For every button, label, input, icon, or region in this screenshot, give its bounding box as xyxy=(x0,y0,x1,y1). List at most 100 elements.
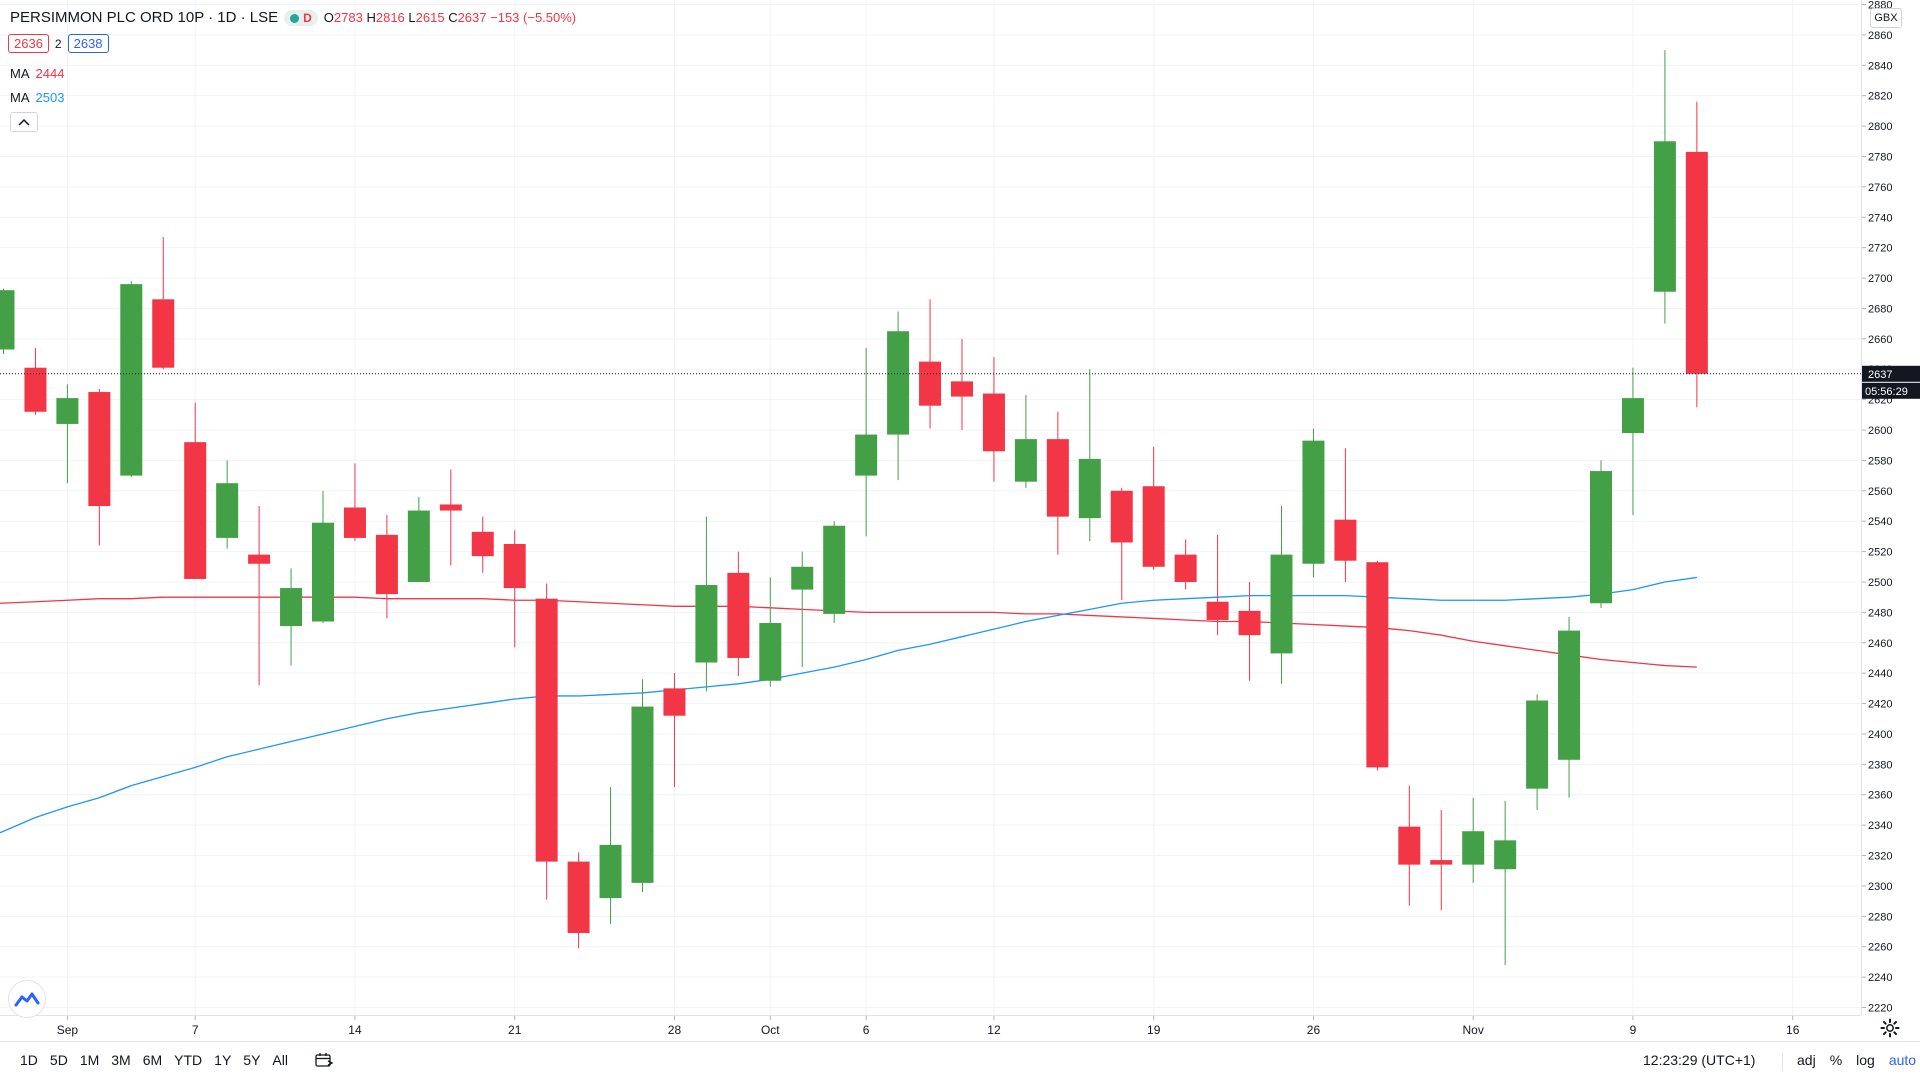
tradingview-logo-icon[interactable] xyxy=(8,980,46,1018)
candle xyxy=(504,530,526,647)
candle xyxy=(1047,412,1069,555)
change-value: −153 (−5.50%) xyxy=(490,10,576,25)
candle-body xyxy=(1526,701,1548,789)
gear-icon[interactable] xyxy=(1880,1018,1900,1038)
last-price-label: 2637 xyxy=(1868,369,1892,381)
candle-body xyxy=(472,532,494,556)
price-tick-label: 2860 xyxy=(1868,30,1892,42)
price-tick-label: 2680 xyxy=(1868,303,1892,315)
price-axis[interactable]: 2220224022602280230023202340236023802400… xyxy=(1862,0,1920,1015)
range-button-3m[interactable]: 3M xyxy=(105,1052,136,1068)
spread-value: 2 xyxy=(55,37,62,51)
candle-body xyxy=(1366,562,1388,767)
range-button-5y[interactable]: 5Y xyxy=(237,1052,266,1068)
moving-average-line-1 xyxy=(0,597,1697,667)
candle-body xyxy=(120,284,142,475)
range-button-5d[interactable]: 5D xyxy=(44,1052,74,1068)
candle-body xyxy=(1079,459,1101,518)
time-tick-label: 26 xyxy=(1307,1023,1321,1037)
price-tick-label: 2840 xyxy=(1868,60,1892,72)
range-button-6m[interactable]: 6M xyxy=(137,1052,168,1068)
indicator-value: 2503 xyxy=(36,90,65,105)
price-tick-label: 2360 xyxy=(1868,790,1892,802)
adjust-toggle[interactable]: adj xyxy=(1797,1052,1816,1071)
ask-price[interactable]: 2638 xyxy=(68,34,109,53)
clock-timezone[interactable]: 12:23:29 (UTC+1) xyxy=(1643,1052,1755,1068)
price-tick-label: 2820 xyxy=(1868,91,1892,103)
candle xyxy=(1622,368,1644,515)
candle-body xyxy=(951,381,973,396)
candle-body xyxy=(0,290,15,349)
candle xyxy=(408,497,430,582)
candle-body xyxy=(887,331,909,434)
price-tick-label: 2700 xyxy=(1868,273,1892,285)
open-label: O xyxy=(324,10,334,25)
collapse-legend-button[interactable] xyxy=(10,112,38,132)
market-status-badge[interactable]: D xyxy=(284,10,318,26)
time-tick-label: 12 xyxy=(987,1023,1001,1037)
time-tick-label: 9 xyxy=(1630,1023,1637,1037)
candle-body xyxy=(1686,152,1708,374)
price-tick-label: 2220 xyxy=(1868,1003,1892,1015)
auto-scale-toggle[interactable]: auto xyxy=(1889,1052,1916,1071)
candle-body xyxy=(823,526,845,614)
bid-ask-quote: 2636 2 2638 xyxy=(8,34,109,53)
candle-body xyxy=(536,599,558,862)
candle-body xyxy=(88,392,110,506)
candle-body xyxy=(1239,611,1261,635)
candle-body xyxy=(983,394,1005,452)
candle-body xyxy=(632,707,654,883)
logo-wave-icon xyxy=(14,989,40,1009)
candle-body xyxy=(1558,631,1580,760)
time-tick-label: 28 xyxy=(668,1023,682,1037)
bid-price[interactable]: 2636 xyxy=(8,34,49,53)
candle xyxy=(1207,535,1229,635)
range-button-1d[interactable]: 1D xyxy=(14,1052,44,1068)
range-button-all[interactable]: All xyxy=(266,1052,294,1068)
price-tick-label: 2720 xyxy=(1868,243,1892,255)
log-scale-toggle[interactable]: log xyxy=(1856,1052,1875,1071)
candle xyxy=(568,852,590,948)
range-button-ytd[interactable]: YTD xyxy=(168,1052,208,1068)
candle xyxy=(632,679,654,892)
currency-unit-badge[interactable]: GBX xyxy=(1870,8,1902,28)
candle-body xyxy=(1590,471,1612,603)
price-tick-label: 2440 xyxy=(1868,668,1892,680)
candle xyxy=(376,515,398,618)
high-label: H xyxy=(366,10,375,25)
candle-body xyxy=(855,435,877,476)
candle-body xyxy=(440,504,462,510)
range-button-1y[interactable]: 1Y xyxy=(208,1052,237,1068)
percent-scale-toggle[interactable]: % xyxy=(1830,1052,1842,1071)
candle xyxy=(1079,369,1101,541)
candle xyxy=(1015,395,1037,488)
candle xyxy=(759,577,781,686)
price-tick-label: 2540 xyxy=(1868,516,1892,528)
candle xyxy=(887,311,909,480)
price-tick-label: 2800 xyxy=(1868,121,1892,133)
candle xyxy=(1302,428,1324,577)
candle-body xyxy=(759,623,781,681)
candle-body xyxy=(24,368,46,412)
candle xyxy=(312,491,334,623)
price-chart[interactable]: 2220224022602280230023202340236023802400… xyxy=(0,0,1920,1041)
low-value: 2615 xyxy=(416,10,445,25)
candle xyxy=(600,787,622,924)
range-button-1m[interactable]: 1M xyxy=(74,1052,105,1068)
price-tick-label: 2500 xyxy=(1868,577,1892,589)
candle-body xyxy=(1207,602,1229,620)
close-value: 2637 xyxy=(458,10,487,25)
price-tick-label: 2580 xyxy=(1868,455,1892,467)
candle xyxy=(216,460,238,548)
calendar-icon[interactable] xyxy=(315,1052,333,1068)
candle xyxy=(248,506,270,685)
candle xyxy=(1462,798,1484,883)
market-status-letter: D xyxy=(303,9,312,27)
high-value: 2816 xyxy=(376,10,405,25)
candle xyxy=(88,389,110,546)
price-tick-label: 2280 xyxy=(1868,911,1892,923)
candle xyxy=(695,517,717,692)
